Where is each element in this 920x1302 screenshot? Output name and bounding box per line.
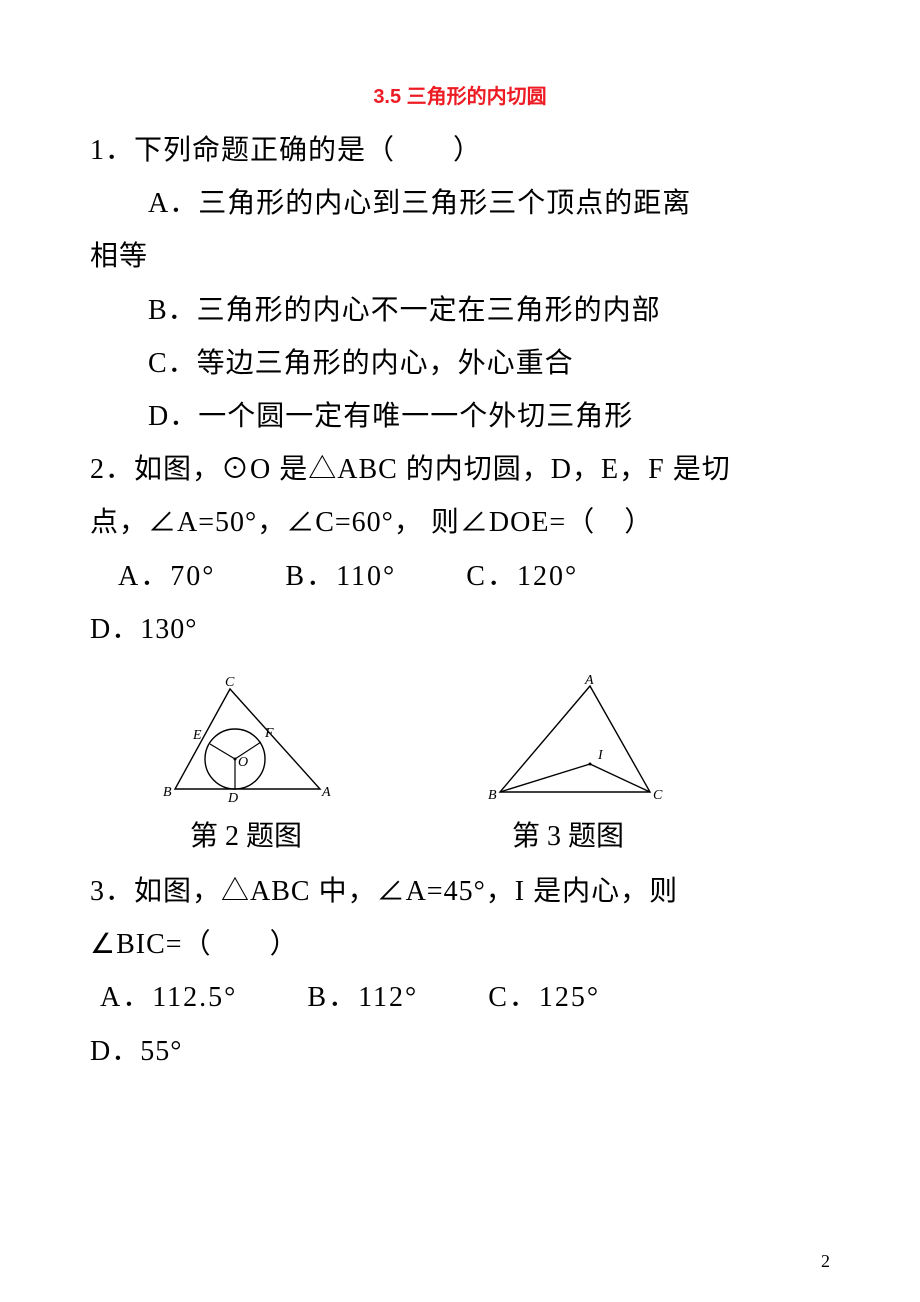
q3-stem-line1: 3．如图，△ABC 中，∠A=45°，I 是内心，则 bbox=[90, 865, 830, 918]
q3-option-a: A．112.5° bbox=[100, 971, 237, 1024]
figures-row: B A C D E F O A B C I bbox=[90, 674, 830, 804]
q1-option-a: A．三角形的内心到三角形三个顶点的距离 bbox=[90, 177, 830, 230]
svg-text:B: B bbox=[488, 788, 497, 803]
q2-option-d: D．130° bbox=[90, 603, 830, 656]
q3-options-row1: A．112.5° B．112° C．125° bbox=[90, 971, 830, 1024]
q3-stem-line2: ∠BIC=（ ） bbox=[90, 918, 830, 971]
page-number: 2 bbox=[821, 1251, 830, 1272]
svg-text:A: A bbox=[584, 674, 594, 688]
svg-text:A: A bbox=[321, 785, 331, 800]
svg-text:D: D bbox=[227, 791, 238, 804]
svg-text:C: C bbox=[225, 675, 235, 690]
q1-option-b: B．三角形的内心不一定在三角形的内部 bbox=[90, 284, 830, 337]
figure-3-caption: 第 3 题图 bbox=[512, 810, 624, 863]
svg-text:C: C bbox=[653, 788, 663, 803]
q2-option-c: C．120° bbox=[466, 550, 578, 603]
figure-3-diagram: A B C I bbox=[485, 674, 665, 804]
figure-2-container: B A C D E F O bbox=[160, 674, 335, 804]
svg-text:E: E bbox=[192, 728, 202, 743]
q1-option-c: C．等边三角形的内心，外心重合 bbox=[90, 337, 830, 390]
q1-option-d: D．一个圆一定有唯一一个外切三角形 bbox=[90, 390, 830, 443]
q2-options-row1: A．70° B．110° C．120° bbox=[90, 550, 830, 603]
section-title: 3.5 三角形的内切圆 bbox=[90, 80, 830, 109]
figure-2-diagram: B A C D E F O bbox=[160, 674, 335, 804]
figure-3-container: A B C I bbox=[485, 674, 665, 804]
q2-option-b: B．110° bbox=[285, 550, 396, 603]
q3-option-c: C．125° bbox=[488, 971, 600, 1024]
q2-stem-line2: 点，∠A=50°，∠C=60°， 则∠DOE=（ ） bbox=[90, 496, 830, 549]
q1-stem: 1．下列命题正确的是（ ） bbox=[90, 124, 830, 177]
svg-text:O: O bbox=[238, 755, 248, 770]
figure-captions: 第 2 题图 第 3 题图 bbox=[90, 810, 830, 863]
figure-2-caption: 第 2 题图 bbox=[190, 810, 302, 863]
q3-option-b: B．112° bbox=[307, 971, 418, 1024]
q2-option-a: A．70° bbox=[118, 550, 215, 603]
svg-text:I: I bbox=[597, 748, 604, 763]
q1-option-a-cont: 相等 bbox=[90, 230, 830, 283]
q2-stem-line1: 2．如图，⊙O 是△ABC 的内切圆，D，E，F 是切 bbox=[90, 443, 830, 496]
svg-text:F: F bbox=[264, 726, 274, 741]
q3-option-d: D．55° bbox=[90, 1025, 830, 1078]
svg-text:B: B bbox=[163, 785, 172, 800]
